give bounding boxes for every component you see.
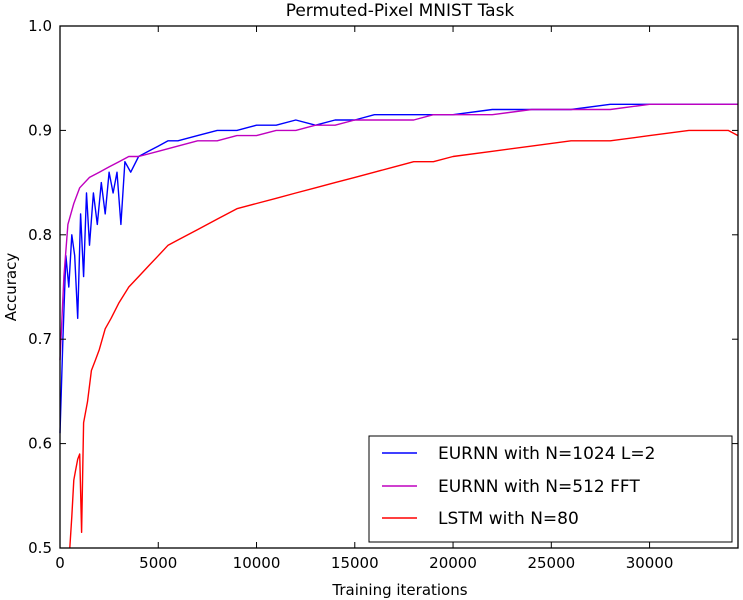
series-layer [59,103,739,549]
legend-label-1: EURNN with N=512 FFT [438,477,640,497]
y-tick-label: 0.6 [28,435,52,453]
y-tick-label: 0.5 [28,539,52,557]
y-tick-label: 0.9 [28,121,52,139]
y-tick-label: 1.0 [28,17,52,35]
y-ticks: 0.5 0.6 0.7 0.8 0.9 1.0 [28,17,738,557]
x-tick-label: 5000 [139,554,177,572]
plot-frame [59,25,739,549]
x-ticks: 0 5000 10000 15000 20000 25000 30000 [55,26,673,572]
x-tick-label: 30000 [626,554,674,572]
legend-label-0: EURNN with N=1024 L=2 [438,444,655,464]
series-line-0 [59,103,738,434]
chart-title: Permuted-Pixel MNIST Task [286,1,515,21]
x-tick-label: 25000 [527,554,575,572]
y-tick-label: 0.8 [28,226,52,244]
x-tick-label: 10000 [233,554,281,572]
series-line-2 [69,129,739,549]
x-tick-label: 20000 [429,554,477,572]
legend-label-2: LSTM with N=80 [438,509,579,529]
x-tick-label: 0 [55,554,65,572]
y-axis-label: Accuracy [2,253,20,322]
y-tick-label: 0.7 [28,330,52,348]
legend-box [368,435,733,543]
legend: EURNN with N=1024 L=2 EURNN with N=512 F… [368,435,733,543]
series-line-1 [59,103,738,361]
x-tick-label: 15000 [331,554,379,572]
x-axis-label: Training iterations [331,581,467,599]
